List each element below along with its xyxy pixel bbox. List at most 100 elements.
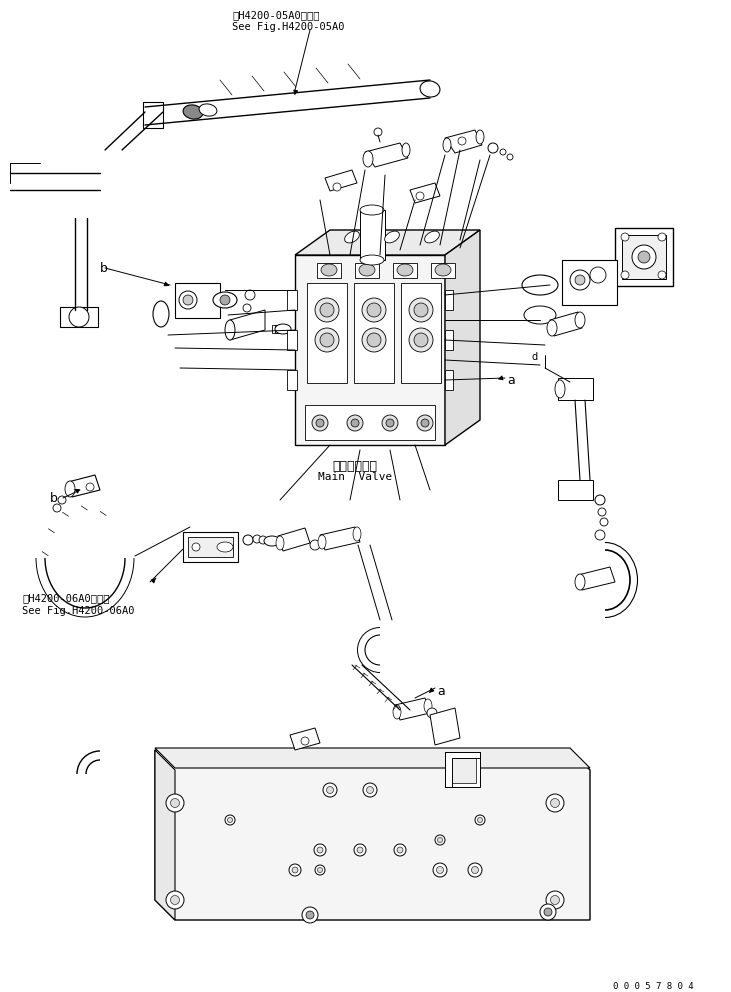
Circle shape bbox=[289, 864, 301, 876]
Bar bbox=[143, 102, 163, 128]
Circle shape bbox=[458, 137, 466, 145]
Bar bbox=[60, 307, 98, 327]
Ellipse shape bbox=[350, 320, 360, 340]
Bar bbox=[295, 255, 445, 445]
Ellipse shape bbox=[547, 320, 557, 336]
Ellipse shape bbox=[522, 275, 558, 295]
Circle shape bbox=[595, 530, 605, 540]
Ellipse shape bbox=[275, 324, 291, 334]
Circle shape bbox=[550, 896, 559, 905]
Circle shape bbox=[417, 415, 433, 431]
Circle shape bbox=[435, 835, 445, 845]
Polygon shape bbox=[410, 183, 440, 203]
Ellipse shape bbox=[425, 231, 439, 243]
Text: メインバルブ: メインバルブ bbox=[333, 460, 377, 473]
Ellipse shape bbox=[353, 527, 361, 541]
Polygon shape bbox=[430, 708, 460, 745]
Circle shape bbox=[362, 328, 386, 352]
Circle shape bbox=[354, 337, 366, 349]
Circle shape bbox=[416, 192, 424, 200]
Bar bbox=[558, 378, 593, 400]
Bar bbox=[317, 263, 341, 278]
Ellipse shape bbox=[575, 312, 585, 328]
Polygon shape bbox=[290, 728, 320, 750]
Polygon shape bbox=[155, 750, 590, 920]
Circle shape bbox=[544, 908, 552, 916]
Ellipse shape bbox=[344, 231, 360, 243]
Circle shape bbox=[427, 708, 437, 718]
Circle shape bbox=[500, 149, 506, 155]
Bar bbox=[445, 370, 453, 390]
Circle shape bbox=[259, 536, 267, 544]
Circle shape bbox=[328, 331, 338, 341]
Bar bbox=[558, 480, 593, 500]
Circle shape bbox=[323, 783, 337, 797]
Circle shape bbox=[409, 328, 433, 352]
Bar bbox=[272, 325, 278, 333]
Circle shape bbox=[301, 737, 309, 745]
Circle shape bbox=[333, 183, 341, 191]
Circle shape bbox=[179, 291, 197, 309]
Circle shape bbox=[327, 787, 333, 794]
Bar bbox=[562, 260, 617, 305]
Circle shape bbox=[433, 863, 447, 877]
Circle shape bbox=[192, 543, 200, 551]
Bar bbox=[175, 283, 220, 318]
Text: 0 0 0 5 7 8 0 4: 0 0 0 5 7 8 0 4 bbox=[613, 982, 694, 991]
Ellipse shape bbox=[555, 380, 565, 398]
Ellipse shape bbox=[524, 306, 556, 324]
Bar bbox=[393, 263, 417, 278]
Polygon shape bbox=[278, 528, 310, 551]
Polygon shape bbox=[315, 320, 355, 350]
Text: Main  Valve: Main Valve bbox=[318, 472, 392, 482]
Circle shape bbox=[363, 783, 377, 797]
Circle shape bbox=[658, 233, 666, 241]
Circle shape bbox=[374, 128, 382, 136]
Bar bbox=[305, 405, 435, 440]
Circle shape bbox=[86, 483, 94, 491]
Bar bbox=[445, 330, 453, 350]
Polygon shape bbox=[295, 230, 480, 255]
Ellipse shape bbox=[153, 301, 169, 327]
Circle shape bbox=[320, 303, 334, 317]
Circle shape bbox=[225, 815, 235, 825]
Ellipse shape bbox=[65, 481, 75, 497]
Ellipse shape bbox=[397, 264, 413, 276]
Circle shape bbox=[367, 303, 381, 317]
Polygon shape bbox=[445, 752, 480, 787]
Circle shape bbox=[166, 891, 184, 909]
Circle shape bbox=[638, 251, 650, 263]
Circle shape bbox=[658, 271, 666, 279]
Circle shape bbox=[436, 866, 444, 874]
Polygon shape bbox=[230, 310, 265, 340]
Bar bbox=[188, 537, 233, 557]
Ellipse shape bbox=[393, 705, 401, 719]
Ellipse shape bbox=[310, 330, 320, 350]
Bar bbox=[360, 210, 385, 260]
Circle shape bbox=[414, 333, 428, 347]
Circle shape bbox=[166, 794, 184, 812]
Ellipse shape bbox=[183, 105, 203, 119]
Circle shape bbox=[69, 307, 89, 327]
Ellipse shape bbox=[360, 205, 384, 215]
Circle shape bbox=[575, 275, 585, 285]
Circle shape bbox=[409, 298, 433, 322]
Polygon shape bbox=[550, 312, 582, 336]
Circle shape bbox=[366, 787, 374, 794]
Ellipse shape bbox=[424, 699, 432, 713]
Circle shape bbox=[367, 333, 381, 347]
Circle shape bbox=[170, 799, 180, 807]
Ellipse shape bbox=[199, 104, 217, 116]
Circle shape bbox=[550, 799, 559, 807]
Bar bbox=[615, 228, 673, 286]
Circle shape bbox=[386, 419, 394, 427]
Circle shape bbox=[540, 904, 556, 920]
Text: See Fig.H4200-05A0: See Fig.H4200-05A0 bbox=[232, 22, 344, 32]
Circle shape bbox=[475, 815, 485, 825]
Circle shape bbox=[245, 290, 255, 300]
Circle shape bbox=[621, 271, 629, 279]
Text: See Fig.H4200-06A0: See Fig.H4200-06A0 bbox=[22, 606, 135, 616]
Circle shape bbox=[243, 304, 251, 312]
Circle shape bbox=[227, 817, 232, 822]
Circle shape bbox=[546, 794, 564, 812]
